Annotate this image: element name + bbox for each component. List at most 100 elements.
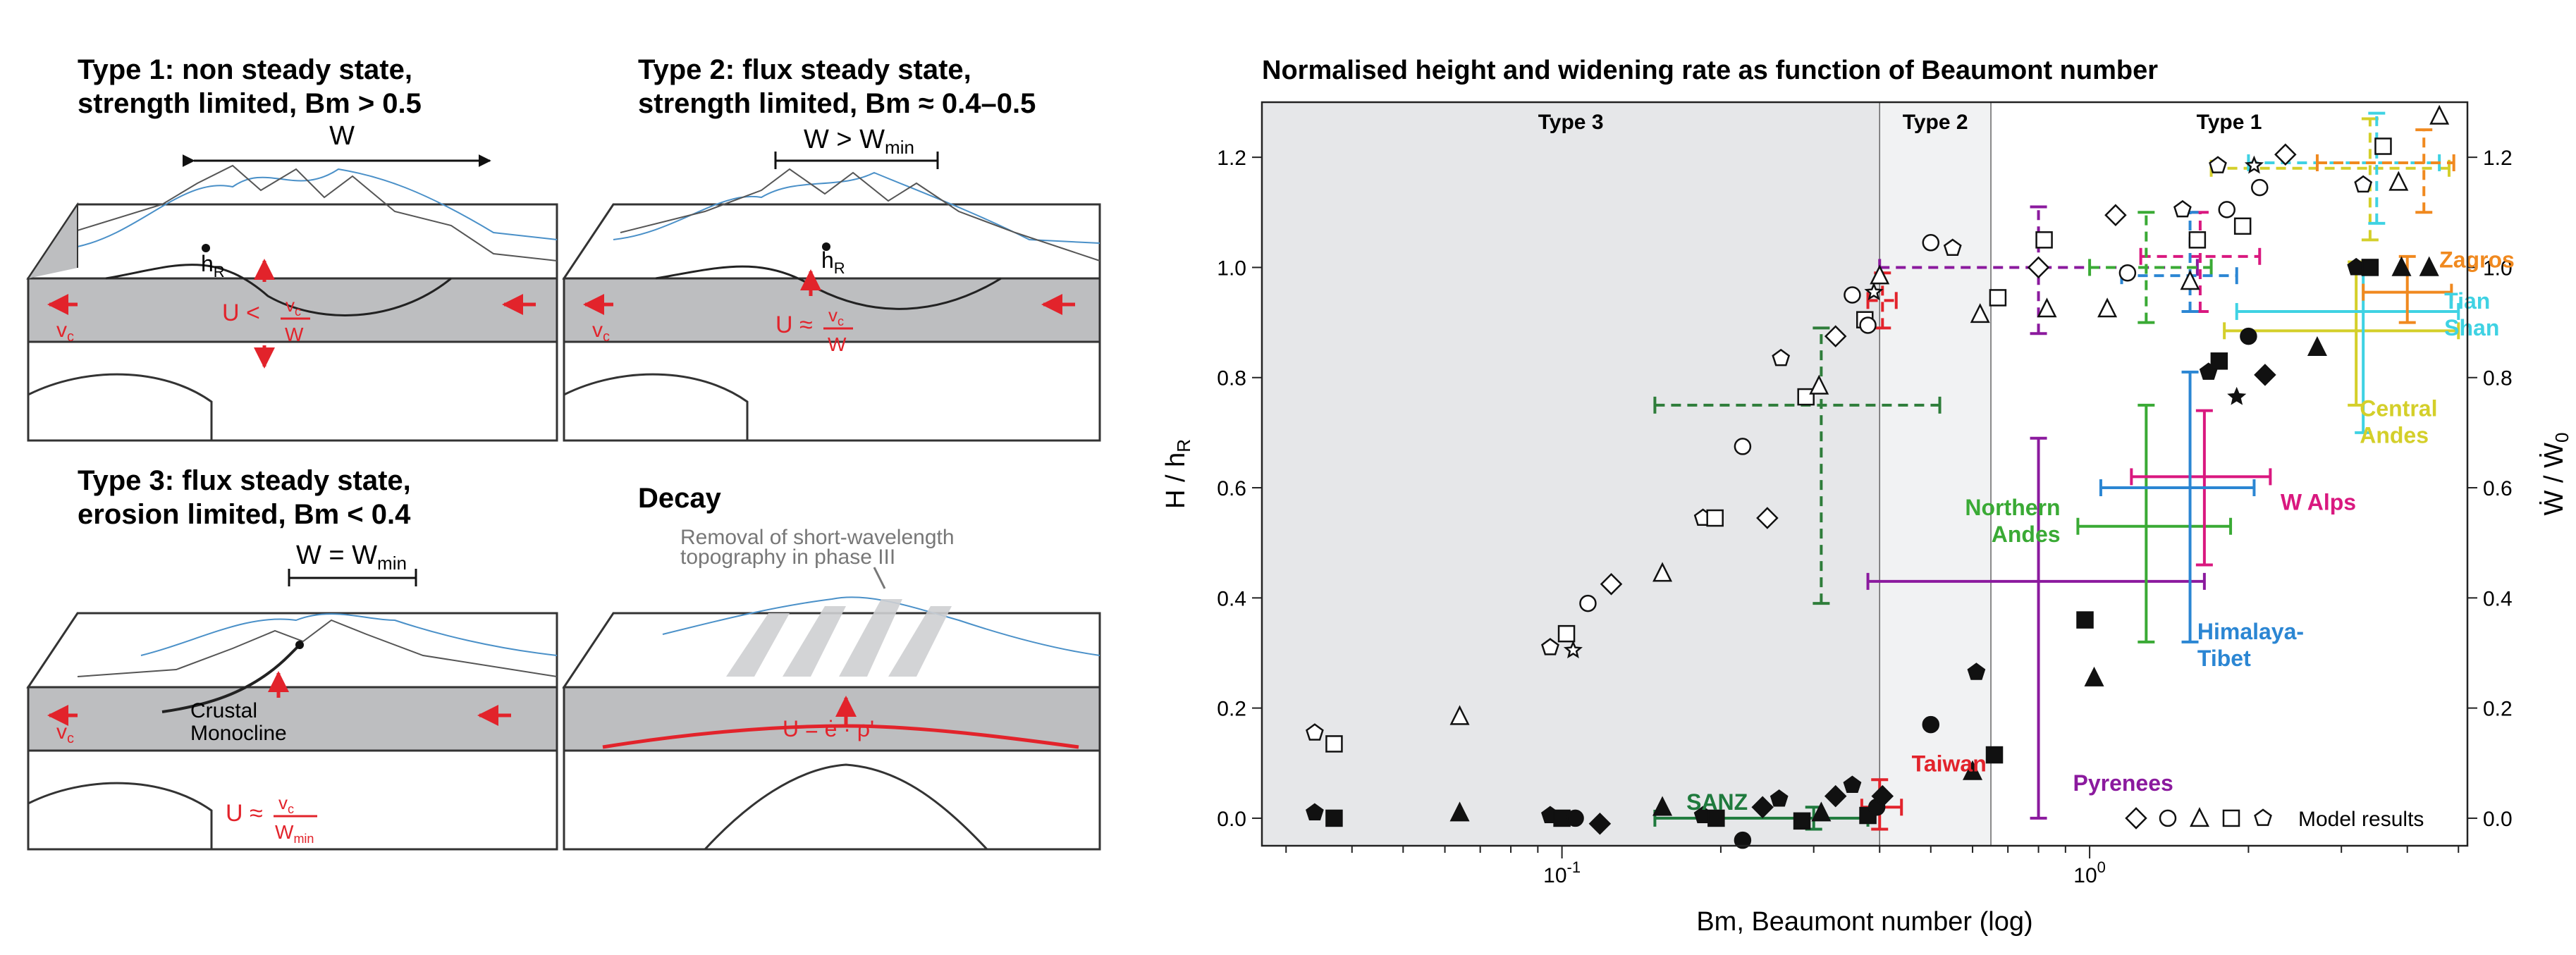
type1-frac-num: vc <box>286 295 301 319</box>
type2-width-label: W > Wmin <box>804 125 914 158</box>
type3-u-label: U ≈ <box>226 800 263 827</box>
height-point <box>2037 297 2057 318</box>
axis-ticks: 0.0 0.0 0.2 0.2 0.4 0.4 0.6 0.6 0.8 0.8 1.0 1.0 1.2 1… <box>1217 147 2512 887</box>
model-result-points <box>1306 104 2450 849</box>
height-point <box>1922 234 1940 252</box>
legend-marker <box>2222 809 2240 827</box>
height-point <box>2027 256 2050 279</box>
widening-point <box>2391 256 2412 276</box>
legend-label: Model results <box>2298 808 2424 831</box>
widening-point <box>1707 809 1725 827</box>
regime-band <box>1262 102 1880 846</box>
type2-title-line2: strength limited, Bm ≈ 0.4–0.5 <box>638 88 1036 119</box>
y-tick-label-right: 0.0 <box>2483 808 2513 831</box>
widening-point <box>1967 663 1986 680</box>
height-point <box>2097 297 2118 318</box>
natural-example-label: Taiwan <box>1912 751 1987 777</box>
y-tick-label-right: 0.6 <box>2483 477 2513 500</box>
natural-example-label: SANZ <box>1686 789 1748 815</box>
height-point <box>1579 594 1597 612</box>
regime-band <box>1991 102 2467 846</box>
height-point <box>2429 104 2450 125</box>
height-point <box>1870 264 1890 285</box>
height-point <box>2374 137 2392 155</box>
natural-example-label: Central <box>2360 395 2437 421</box>
type3-vc: vc <box>56 720 74 746</box>
widening-point <box>1325 809 1343 827</box>
height-point <box>2244 155 2264 174</box>
height-point <box>1844 286 1861 304</box>
height-point <box>2209 156 2227 173</box>
height-point <box>2233 217 2252 235</box>
widening-point <box>2227 386 2247 405</box>
panel-decay: Decay Removal of short-wavelength topogr… <box>562 483 1101 851</box>
widening-point <box>1449 801 1470 822</box>
widening-point <box>1306 803 1324 821</box>
natural-example-label-line2: Shan <box>2444 315 2499 340</box>
decay-title: Decay <box>638 483 722 514</box>
height-point <box>2180 270 2200 290</box>
height-point <box>1541 638 1559 655</box>
type2-u-label: U ≈ <box>775 312 813 338</box>
x-tick-label: 10-1 <box>1543 858 1581 887</box>
decay-note-line2: topography in phase III <box>680 546 895 569</box>
y-tick-label: 0.8 <box>1217 367 1246 390</box>
widening-point <box>2210 352 2228 370</box>
widening-point <box>1566 809 1584 827</box>
type2-frac-num: vc <box>828 304 844 328</box>
widening-point <box>1588 812 1612 835</box>
natural-example-label: Zagros <box>2439 247 2515 272</box>
height-point <box>2251 178 2269 197</box>
legend-marker <box>2125 807 2147 830</box>
natural-example-label: W Alps <box>2281 489 2356 515</box>
height-point <box>1600 573 1623 596</box>
natural-example-label-line2: Andes <box>2360 422 2429 448</box>
height-point <box>1706 509 1724 527</box>
regime-label: Type 1 <box>2197 111 2262 134</box>
panel-type3: Type 3: flux steady state, erosion limit… <box>26 465 558 851</box>
regime-bands: Type 3 Type 2 Type 1 <box>1262 102 2467 846</box>
height-point <box>2104 204 2127 226</box>
widening-point <box>1770 789 1789 807</box>
plot-frame <box>1261 101 2469 847</box>
y-tick-label: 0.6 <box>1217 477 1246 500</box>
widening-point <box>2076 611 2094 629</box>
type2-frac-den: W <box>828 333 847 355</box>
height-point <box>1809 374 1829 395</box>
y-tick-label: 1.2 <box>1217 147 1246 170</box>
height-point <box>2218 201 2235 218</box>
natural-example-label-line2: Tibet <box>2197 646 2251 671</box>
widening-point <box>1963 760 1983 780</box>
y-tick-label-right: 1.2 <box>2483 147 2513 170</box>
legend-marker <box>2254 808 2272 826</box>
widening-point <box>1734 831 1752 849</box>
height-point <box>2188 231 2207 249</box>
height-point <box>2118 264 2137 282</box>
type1-title-line1: Type 1: non steady state, <box>78 54 412 85</box>
decay-note-line1: Removal of short-wavelength <box>680 526 955 549</box>
legend: Model results <box>2125 807 2424 831</box>
type3-title-line2: erosion limited, Bm < 0.4 <box>78 499 411 530</box>
decay-u-label: U = ė · ρ' <box>783 716 874 741</box>
type3-title-line1: Type 3: flux steady state, <box>78 465 411 496</box>
height-point <box>1734 438 1752 455</box>
widening-point <box>1824 784 1847 808</box>
widening-point <box>1922 715 1940 734</box>
widening-point <box>2254 364 2276 386</box>
height-point <box>2354 175 2373 193</box>
type1-vc: vc <box>56 319 74 345</box>
y-tick-label: 1.0 <box>1217 257 1246 280</box>
legend-marker <box>2189 807 2210 827</box>
height-point <box>1864 282 1884 301</box>
height-point <box>1557 624 1576 643</box>
chart: Normalised height and widening rate as f… <box>1161 56 2572 937</box>
widening-point <box>1751 796 1774 819</box>
y-tick-label: 0.2 <box>1217 698 1246 721</box>
y-tick-label: 0.4 <box>1217 587 1246 610</box>
y-tick-label-right: 0.8 <box>2483 367 2513 390</box>
chart-title: Normalised height and widening rate as f… <box>1262 56 2158 85</box>
widening-point <box>1811 801 1832 822</box>
type1-frac-den: W <box>285 324 304 345</box>
widening-point <box>1652 796 1673 816</box>
